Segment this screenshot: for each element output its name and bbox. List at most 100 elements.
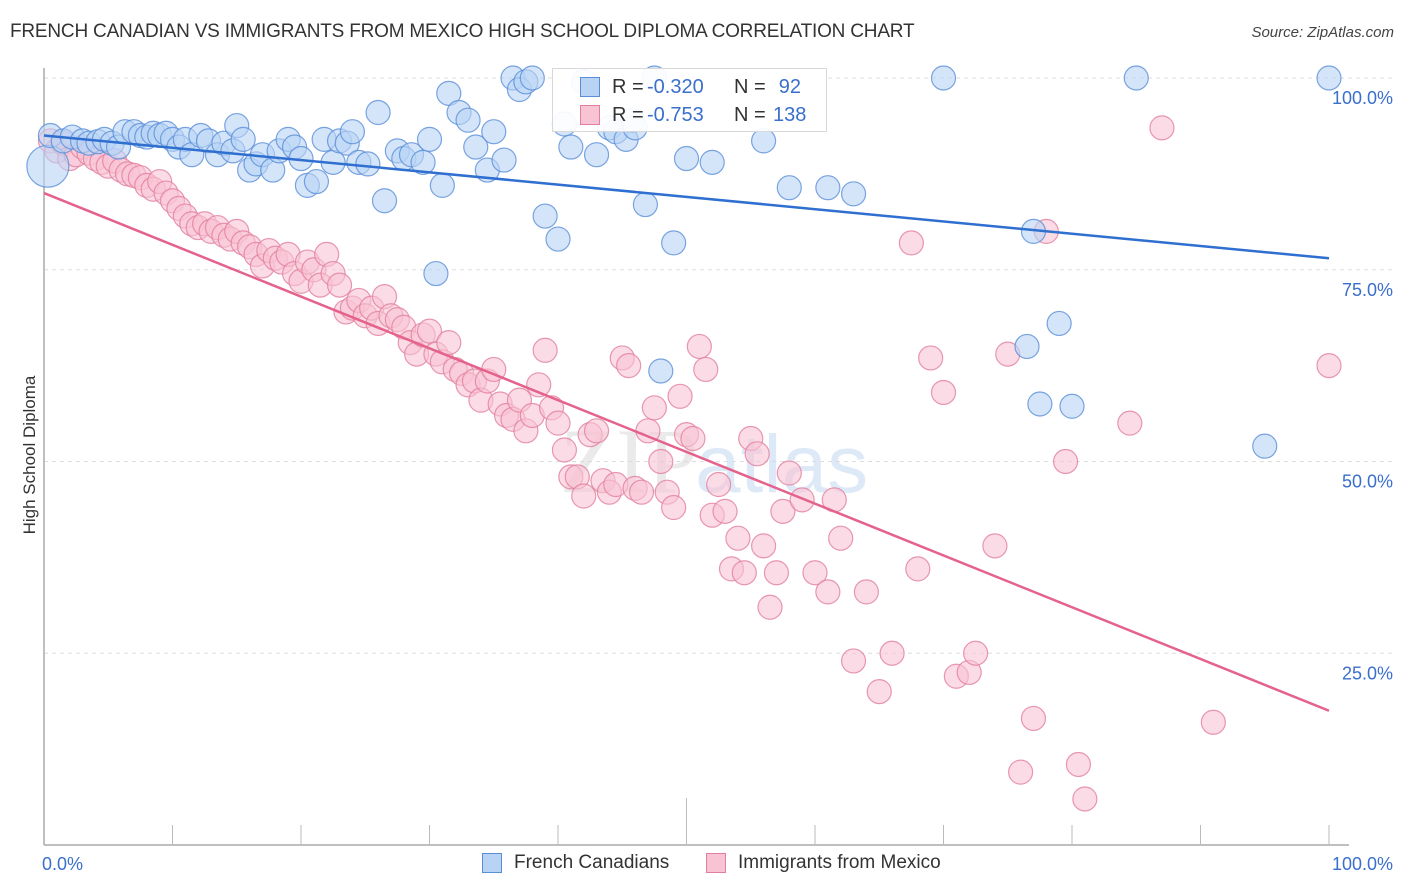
data-point-immigrants-from-mexico[interactable] xyxy=(686,333,712,360)
data-point-french-canadians[interactable] xyxy=(416,126,443,152)
y-tick-label: 75.0% xyxy=(1342,280,1393,300)
data-point-french-canadians[interactable] xyxy=(532,203,558,229)
data-point-immigrants-from-mexico[interactable] xyxy=(879,640,905,666)
data-point-french-canadians[interactable] xyxy=(371,188,398,214)
data-point-immigrants-from-mexico[interactable] xyxy=(571,483,597,509)
data-point-french-canadians[interactable] xyxy=(776,175,802,201)
data-point-immigrants-from-mexico[interactable] xyxy=(963,640,989,666)
data-point-french-canadians[interactable] xyxy=(1014,333,1040,360)
data-point-french-canadians[interactable] xyxy=(429,172,455,198)
data-point-immigrants-from-mexico[interactable] xyxy=(648,448,674,475)
data-point-french-canadians[interactable] xyxy=(463,134,489,160)
data-point-immigrants-from-mexico[interactable] xyxy=(866,678,892,705)
data-point-french-canadians[interactable] xyxy=(423,260,449,287)
data-point-immigrants-from-mexico[interactable] xyxy=(661,494,687,521)
data-point-french-canadians[interactable] xyxy=(840,181,867,207)
data-point-french-canadians[interactable] xyxy=(699,149,725,175)
legend-swatch-blue xyxy=(482,853,502,873)
data-point-immigrants-from-mexico[interactable] xyxy=(898,230,924,256)
data-point-french-canadians[interactable] xyxy=(583,142,610,168)
data-point-immigrants-from-mexico[interactable] xyxy=(725,525,751,551)
data-point-immigrants-from-mexico[interactable] xyxy=(641,395,667,421)
data-point-immigrants-from-mexico[interactable] xyxy=(416,318,443,344)
legend-row-immigrants-from-mexico: R = -0.753 N = 138 xyxy=(553,101,826,129)
data-point-immigrants-from-mexico[interactable] xyxy=(1149,115,1175,141)
data-point-immigrants-from-mexico[interactable] xyxy=(744,441,770,467)
data-point-french-canadians[interactable] xyxy=(519,65,545,91)
data-point-immigrants-from-mexico[interactable] xyxy=(1052,448,1079,475)
data-point-french-canadians[interactable] xyxy=(632,191,658,218)
data-point-immigrants-from-mexico[interactable] xyxy=(930,379,957,406)
data-point-immigrants-from-mexico[interactable] xyxy=(1316,353,1342,379)
data-point-french-canadians[interactable] xyxy=(481,119,507,145)
data-point-immigrants-from-mexico[interactable] xyxy=(1200,709,1226,735)
data-point-french-canadians[interactable] xyxy=(1046,310,1072,337)
data-point-immigrants-from-mexico[interactable] xyxy=(1072,786,1098,812)
data-point-immigrants-from-mexico[interactable] xyxy=(763,560,790,586)
data-point-immigrants-from-mexico[interactable] xyxy=(1117,410,1143,436)
data-point-immigrants-from-mexico[interactable] xyxy=(982,533,1008,559)
n-label: N = xyxy=(734,104,766,126)
data-point-immigrants-from-mexico[interactable] xyxy=(326,272,353,298)
data-point-immigrants-from-mexico[interactable] xyxy=(840,648,867,674)
data-point-french-canadians[interactable] xyxy=(1252,433,1278,459)
data-point-immigrants-from-mexico[interactable] xyxy=(680,425,706,452)
data-point-french-canadians[interactable] xyxy=(545,226,571,252)
data-point-immigrants-from-mexico[interactable] xyxy=(712,498,738,524)
data-point-immigrants-from-mexico[interactable] xyxy=(551,437,578,463)
data-point-french-canadians[interactable] xyxy=(303,168,330,195)
data-point-french-canadians[interactable] xyxy=(1027,391,1053,417)
data-point-immigrants-from-mexico[interactable] xyxy=(1007,759,1034,785)
r-label: R = xyxy=(612,104,644,126)
legend-swatch-blue xyxy=(580,77,600,97)
data-point-french-canadians[interactable] xyxy=(750,128,777,154)
data-point-french-canadians[interactable] xyxy=(673,145,700,172)
data-point-immigrants-from-mexico[interactable] xyxy=(693,356,719,383)
data-point-french-canadians[interactable] xyxy=(661,230,687,256)
data-point-immigrants-from-mexico[interactable] xyxy=(628,479,655,505)
legend-label: Immigrants from Mexico xyxy=(738,852,941,873)
data-point-immigrants-from-mexico[interactable] xyxy=(616,353,642,379)
data-point-immigrants-from-mexico[interactable] xyxy=(828,525,854,551)
data-point-immigrants-from-mexico[interactable] xyxy=(770,498,796,524)
data-point-immigrants-from-mexico[interactable] xyxy=(815,579,841,605)
data-point-immigrants-from-mexico[interactable] xyxy=(1020,705,1047,732)
data-point-french-canadians[interactable] xyxy=(930,65,957,91)
data-point-french-canadians[interactable] xyxy=(815,175,841,201)
data-point-french-canadians[interactable] xyxy=(230,126,256,152)
data-point-french-canadians[interactable] xyxy=(1123,65,1149,91)
data-point-french-canadians[interactable] xyxy=(491,147,517,173)
data-point-immigrants-from-mexico[interactable] xyxy=(757,594,783,620)
r-label: R = xyxy=(612,76,644,98)
source-credit: Source: ZipAtlas.com xyxy=(1251,24,1394,41)
y-tick-label: 25.0% xyxy=(1342,663,1393,683)
data-point-immigrants-from-mexico[interactable] xyxy=(776,460,802,486)
data-point-immigrants-from-mexico[interactable] xyxy=(583,418,610,444)
data-point-immigrants-from-mexico[interactable] xyxy=(532,337,558,363)
data-point-french-canadians[interactable] xyxy=(1059,393,1085,419)
data-point-french-canadians[interactable] xyxy=(648,358,674,384)
data-point-immigrants-from-mexico[interactable] xyxy=(905,556,931,582)
data-point-french-canadians[interactable] xyxy=(355,151,381,177)
data-point-immigrants-from-mexico[interactable] xyxy=(853,579,880,605)
y-tick-label: 100.0% xyxy=(1332,88,1393,108)
data-point-immigrants-from-mexico[interactable] xyxy=(750,533,777,559)
data-point-immigrants-from-mexico[interactable] xyxy=(436,330,462,356)
data-point-immigrants-from-mexico[interactable] xyxy=(731,560,757,586)
data-point-immigrants-from-mexico[interactable] xyxy=(545,410,571,436)
data-point-french-canadians[interactable] xyxy=(365,99,391,126)
data-point-immigrants-from-mexico[interactable] xyxy=(918,345,944,371)
data-point-immigrants-from-mexico[interactable] xyxy=(1065,751,1092,778)
y-tick-label: 50.0% xyxy=(1342,472,1393,492)
data-point-immigrants-from-mexico[interactable] xyxy=(667,383,693,409)
data-point-french-canadians[interactable] xyxy=(1316,65,1342,91)
data-point-french-canadians[interactable] xyxy=(410,149,436,175)
data-point-french-canadians[interactable] xyxy=(339,119,365,145)
data-point-french-canadians[interactable] xyxy=(558,134,584,160)
axes xyxy=(43,68,1349,846)
r-value: -0.753 xyxy=(647,104,704,126)
data-point-immigrants-from-mexico[interactable] xyxy=(802,560,828,586)
trend-lines xyxy=(43,134,1330,712)
data-point-french-canadians[interactable] xyxy=(455,107,481,133)
data-point-immigrants-from-mexico[interactable] xyxy=(706,471,732,498)
